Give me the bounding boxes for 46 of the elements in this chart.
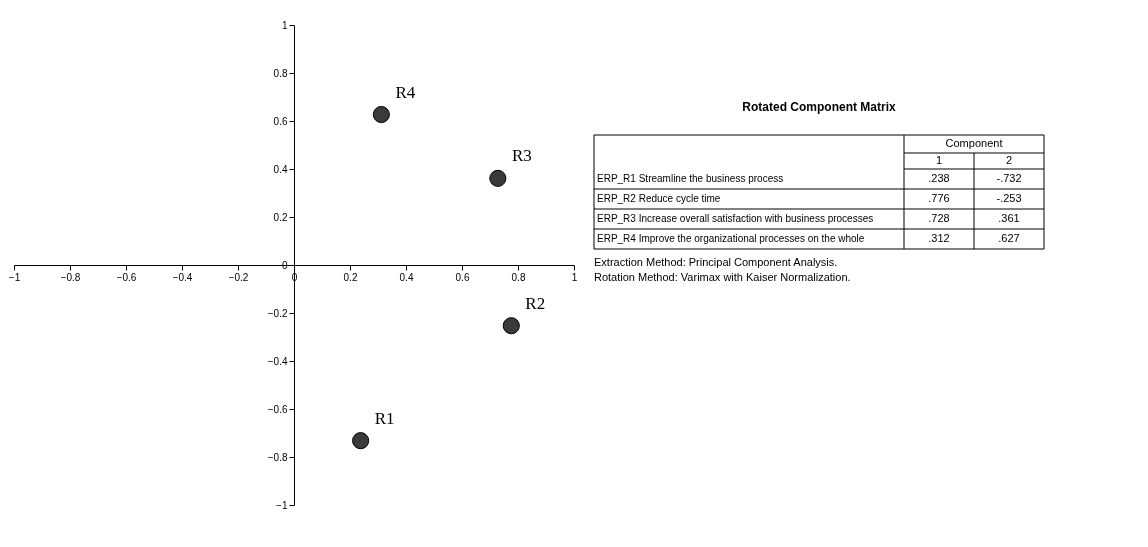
y-tick-label: −0.4 — [267, 355, 288, 367]
text: .312 — [928, 232, 950, 244]
y-tick-label: 0.8 — [273, 67, 288, 79]
x-tick-label: 0.2 — [343, 271, 358, 283]
point — [502, 317, 520, 335]
x-tick-label: −0.8 — [60, 271, 81, 283]
point — [352, 432, 370, 450]
y-tick-label: −1 — [276, 499, 288, 511]
text: -.253 — [996, 192, 1022, 204]
x-tick-label: −0.4 — [172, 271, 193, 283]
text: 1 — [935, 154, 943, 166]
y-tick-label: 0.2 — [273, 211, 288, 223]
y-tick-label: 1 — [281, 19, 288, 31]
text: -.732 — [996, 172, 1022, 184]
text: Component — [945, 137, 1003, 149]
text: .238 — [928, 172, 950, 184]
annotation: R3 — [511, 146, 532, 166]
point — [372, 105, 390, 124]
text: .728 — [928, 212, 950, 224]
text: Extraction Method: Principal Component Analysis. — [594, 256, 838, 268]
text: ERP_R4 Improve the organizational processes on the whole — [597, 233, 865, 244]
annotation: R1 — [374, 408, 395, 428]
x-tick-label: 0.8 — [511, 271, 526, 283]
text: ERP_R1 Streamline the business process — [597, 173, 784, 184]
x-tick-label: −0.6 — [116, 271, 137, 283]
y-tick-label: −0.6 — [267, 403, 288, 415]
x-tick-label: 1 — [571, 271, 578, 283]
text: Rotation Method: Varimax with Kaiser Normalization. — [594, 271, 851, 283]
point — [489, 169, 507, 187]
text: Rotated Component Matrix — [742, 100, 896, 114]
text: .361 — [998, 212, 1020, 224]
y-tick-label: −0.8 — [267, 451, 288, 463]
text: ERP_R2 Reduce cycle time — [597, 193, 721, 204]
x-tick-label: 0.4 — [399, 271, 414, 283]
text: .627 — [998, 232, 1020, 244]
text: ERP_R3 Increase overall satisfaction with business processes — [597, 213, 874, 224]
x-tick-label: −1 — [8, 271, 21, 283]
y-tick-label: 0.4 — [273, 163, 288, 175]
y-tick-label: 0.6 — [273, 115, 288, 127]
text: 2 — [1005, 154, 1013, 166]
y-tick-label: −0.2 — [267, 307, 288, 319]
x-tick-label: −0.2 — [228, 271, 249, 283]
text: .776 — [928, 192, 950, 204]
x-tick-label: 0.6 — [455, 271, 470, 283]
annotation: R4 — [395, 82, 416, 102]
annotation: R2 — [525, 293, 546, 313]
